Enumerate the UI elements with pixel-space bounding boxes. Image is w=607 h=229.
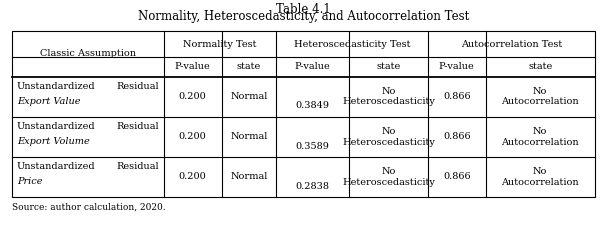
Text: Normality Test: Normality Test bbox=[183, 40, 257, 49]
Text: Price: Price bbox=[17, 177, 42, 186]
Text: No
Autocorrelation: No Autocorrelation bbox=[501, 167, 579, 187]
Text: Table 4.1: Table 4.1 bbox=[276, 3, 331, 16]
Text: P-value: P-value bbox=[439, 63, 475, 71]
Text: 0.200: 0.200 bbox=[179, 92, 206, 101]
Text: 0.866: 0.866 bbox=[443, 172, 470, 181]
Text: Normal: Normal bbox=[230, 132, 268, 141]
Text: state: state bbox=[237, 63, 261, 71]
Text: Unstandardized: Unstandardized bbox=[17, 82, 96, 91]
Text: Unstandardized: Unstandardized bbox=[17, 122, 96, 131]
Text: 0.866: 0.866 bbox=[443, 92, 470, 101]
Text: Residual: Residual bbox=[117, 162, 159, 171]
Text: No
Heteroscedasticity: No Heteroscedasticity bbox=[342, 167, 435, 187]
Text: 0.200: 0.200 bbox=[179, 132, 206, 141]
Text: Classic Assumption: Classic Assumption bbox=[40, 49, 136, 58]
Text: Residual: Residual bbox=[117, 122, 159, 131]
Text: Unstandardized: Unstandardized bbox=[17, 162, 96, 171]
Text: Export Value: Export Value bbox=[17, 97, 81, 106]
Text: Normal: Normal bbox=[230, 172, 268, 181]
Text: Autocorrelation Test: Autocorrelation Test bbox=[461, 40, 562, 49]
Text: 0.3589: 0.3589 bbox=[296, 142, 330, 150]
Text: Residual: Residual bbox=[117, 82, 159, 91]
Text: No
Autocorrelation: No Autocorrelation bbox=[501, 87, 579, 106]
Bar bbox=[12, 31, 595, 197]
Text: Heteroscedasticity Test: Heteroscedasticity Test bbox=[294, 40, 410, 49]
Text: P-value: P-value bbox=[175, 63, 211, 71]
Text: 0.866: 0.866 bbox=[443, 132, 470, 141]
Text: P-value: P-value bbox=[295, 63, 330, 71]
Text: 0.3849: 0.3849 bbox=[296, 101, 330, 110]
Text: No
Heteroscedasticity: No Heteroscedasticity bbox=[342, 87, 435, 106]
Text: state: state bbox=[528, 63, 552, 71]
Text: Normal: Normal bbox=[230, 92, 268, 101]
Text: state: state bbox=[376, 63, 401, 71]
Text: Source: author calculation, 2020.: Source: author calculation, 2020. bbox=[12, 203, 166, 212]
Text: No
Heteroscedasticity: No Heteroscedasticity bbox=[342, 127, 435, 147]
Text: 0.2838: 0.2838 bbox=[296, 182, 330, 191]
Text: No
Autocorrelation: No Autocorrelation bbox=[501, 127, 579, 147]
Text: 0.200: 0.200 bbox=[179, 172, 206, 181]
Text: Export Volume: Export Volume bbox=[17, 137, 90, 146]
Text: Normality, Heteroscedasticity, and Autocorrelation Test: Normality, Heteroscedasticity, and Autoc… bbox=[138, 10, 469, 23]
